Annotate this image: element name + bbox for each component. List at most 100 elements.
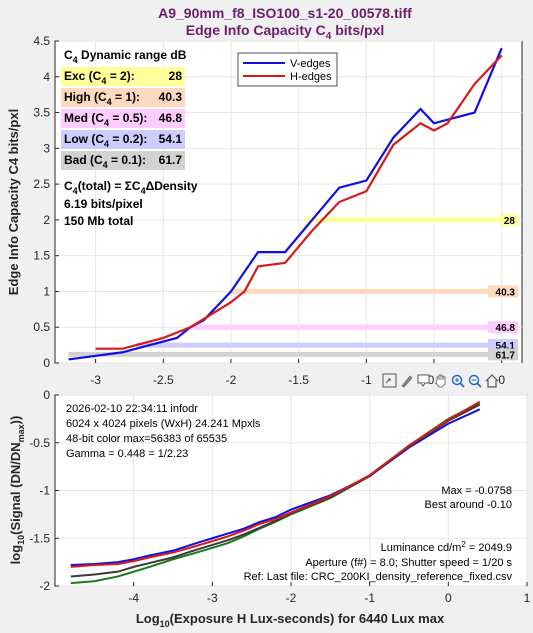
bottom-axes[interactable]: -4 -3 -2 -1 0 1 -2 -1.5 -1 -0.5 0 2026-02-10 22:3…: [29, 388, 530, 605]
top-x-tick-label: -3: [90, 373, 101, 387]
bottom-y-tick-label: 0: [43, 388, 50, 402]
reference-file: Ref: Last file: CRC_200KI_density_refere…: [244, 571, 513, 583]
legend[interactable]: V-edges H-edges: [237, 52, 338, 87]
bottom-y-tick-label: -1.5: [29, 531, 50, 545]
series-line-h-edges: [95, 54, 503, 350]
signal-series-3: [70, 400, 481, 568]
bottom-x-ticks: -4 -3 -2 -1 0 1: [128, 582, 531, 605]
info-text: 2026-02-10 22:34:11 infodr 6024 x 4024 p…: [66, 403, 512, 583]
top-y-tick-label: 3.5: [33, 106, 50, 120]
level-label: 40.3: [496, 287, 516, 298]
info-line-4: Gamma = 0.448 = 1/2.23: [66, 448, 188, 460]
top-series: [68, 47, 503, 361]
title-subscript: 4: [326, 31, 332, 42]
top-y-tick-label: 3: [43, 141, 50, 155]
bottom-x-tick-label: -1: [364, 591, 375, 605]
brush-icon[interactable]: [401, 375, 413, 388]
top-y-ticks: 0 0.5 1 1.5 2 2.5 3 3.5 4 4.5: [33, 34, 59, 370]
bottom-x-tick-label: 0: [445, 591, 452, 605]
bottom-y-tick-label: -1: [39, 484, 50, 498]
bottom-x-axis-label: Log10(Exposure H Lux-seconds) for 6440 L…: [136, 611, 445, 629]
bottom-y-ticks: -2 -1.5 -1 -0.5 0: [29, 388, 59, 593]
level-label: 28: [504, 216, 516, 227]
dr-rows: Exc (C4 = 2): 28 High (C4 = 1): 40.3 Med (C4…: [61, 67, 185, 170]
dr-row-label: Bad (C4 = 0.1):: [64, 153, 146, 170]
top-y-tick-label: 0.5: [33, 320, 50, 334]
home-icon[interactable]: [485, 374, 499, 388]
dr-row-label: Med (C4 = 0.5):: [64, 111, 147, 128]
legend-box: [237, 52, 338, 87]
dr-row-bg: [61, 151, 185, 170]
info-line-2: 6024 x 4024 pixels (WxH) 24.241 Mpxls: [66, 418, 261, 430]
legend-v-edges-label: V-edges: [290, 58, 331, 70]
bottom-gridlines: [55, 394, 528, 587]
info-line-3: 48-bit color max=56383 of 65535: [66, 433, 227, 445]
top-level-labels: 28 40.3 46.8 54.161.7: [488, 213, 518, 361]
bits-per-pixel: 6.19 bits/pixel: [64, 197, 143, 211]
bottom-y-tick-label: -0.5: [29, 436, 50, 450]
info-line-1: 2026-02-10 22:34:11 infodr: [66, 403, 198, 415]
dr-row-label: Low (C4 = 0.2):: [64, 132, 147, 149]
legend-h-edges-label: H-edges: [290, 71, 332, 83]
level-label: 61.7: [496, 350, 516, 361]
level-label-bg: [488, 339, 518, 352]
bottom-series: [70, 400, 481, 585]
level-label-bg: [488, 285, 518, 298]
top-y-tick-label: 4.5: [33, 34, 50, 48]
top-y-tick-label: 2: [43, 213, 50, 227]
top-x-tick-label: -2.5: [153, 373, 174, 387]
figure-title-line2: Edge Info Capacity C4 bits/pxl: [186, 22, 385, 42]
level-label: 46.8: [496, 323, 516, 334]
dr-row-bg: [61, 109, 185, 128]
axes-toolbar[interactable]: [382, 373, 499, 388]
top-x-tick-label: -1: [361, 373, 372, 387]
series-line-v-edges: [68, 47, 503, 361]
zoom-in-icon[interactable]: [451, 374, 465, 388]
zoom-out-icon[interactable]: [468, 374, 482, 388]
bottom-x-tick-label: -3: [207, 591, 218, 605]
level-label: 54.1: [496, 341, 516, 352]
dr-row-bg: [61, 67, 185, 86]
bottom-x-tick-label: -4: [128, 591, 139, 605]
top-y-tick-label: 4: [43, 70, 50, 84]
top-y-tick-label: 1.5: [33, 249, 50, 263]
title-units: bits/pxl: [331, 22, 384, 38]
aperture-shutter: Aperture (f#) = 8.0; Shutter speed = 1/2…: [305, 557, 512, 569]
mb-total: 150 Mb total: [64, 214, 133, 228]
dr-row-label: High (C4 = 1):: [64, 90, 140, 107]
dr-row-value: 61.7: [159, 153, 183, 167]
top-y-tick-label: 1: [43, 284, 50, 298]
bottom-x-tick-label: -2: [286, 591, 297, 605]
luminance: Luminance cd/m2 = 2049.9: [381, 540, 512, 554]
bottom-y-axis-label: log10(Signal (DN/DNmax)): [8, 416, 26, 565]
top-x-tick-label: -1.5: [288, 373, 309, 387]
max-value: Max = -0.0758: [441, 485, 512, 497]
level-label-bg: [488, 348, 518, 361]
dr-row-bg: [61, 88, 185, 107]
top-axes[interactable]: -3 -2.5 -2 -1.5 -1 -0.5 0 00.511.522.533.544.5…: [33, 34, 523, 387]
top-x-tick-label: -2: [226, 373, 237, 387]
pan-icon[interactable]: [435, 374, 446, 388]
level-label-bg: [488, 321, 518, 334]
level-label-bg: [500, 213, 518, 226]
top-y-tick-label: 0: [43, 356, 50, 370]
dr-row-bg: [61, 130, 185, 149]
title-main: Edge Info Capacity C: [186, 22, 326, 38]
dr-title: C4 Dynamic range dB: [64, 48, 187, 65]
bottom-x-tick-label: 1: [524, 591, 531, 605]
dr-row-value: 46.8: [159, 111, 183, 125]
dr-row-value: 28: [169, 69, 183, 83]
figure-title-line1: A9_90mm_f8_ISO100_s1-20_00578.tiff: [158, 5, 412, 21]
export-icon[interactable]: [382, 373, 397, 388]
datatip-icon[interactable]: [417, 374, 430, 387]
c4-total-formula: C4(total) = ΣC4ΔDensity: [64, 179, 198, 196]
dr-row-value: 40.3: [159, 90, 183, 104]
top-y-axis-label: Edge Info Capacity C4 bits/pxl: [6, 109, 21, 295]
bottom-y-tick-label: -2: [39, 579, 50, 593]
best-around: Best around -0.10: [425, 499, 512, 511]
top-y-tick-label: 2.5: [33, 177, 50, 191]
dr-row-value: 54.1: [159, 132, 183, 146]
dynamic-range-box: C4 Dynamic range dB Exc (C4 = 2): 28 High …: [61, 48, 198, 228]
top-level-lines: [68, 217, 518, 357]
